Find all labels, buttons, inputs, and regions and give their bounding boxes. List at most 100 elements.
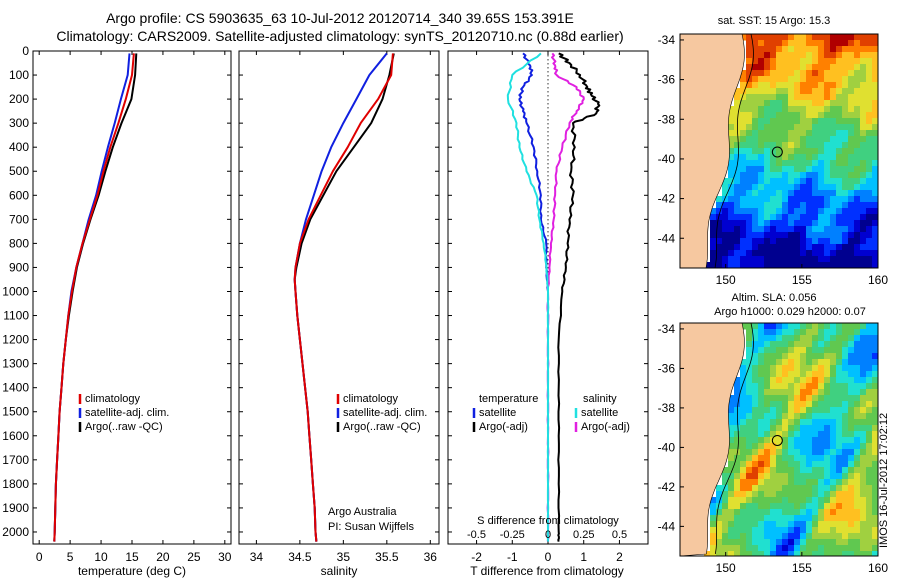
field-cell <box>818 226 825 233</box>
field-cell <box>770 202 777 209</box>
field-cell <box>854 250 861 257</box>
field-cell <box>734 503 741 510</box>
lon-tick-label: 160 <box>868 273 888 287</box>
field-cell <box>806 52 813 59</box>
field-cell <box>806 419 813 426</box>
field-cell <box>752 142 759 149</box>
field-cell <box>812 521 819 528</box>
field-cell <box>752 232 759 239</box>
field-cell <box>854 130 861 137</box>
field-cell <box>848 214 855 221</box>
field-cell <box>830 154 837 161</box>
field-cell <box>872 545 879 552</box>
field-cell <box>806 323 813 330</box>
field-cell <box>782 202 789 209</box>
field-cell <box>788 365 795 372</box>
field-cell <box>794 383 801 390</box>
field-cell <box>830 419 837 426</box>
field-cell <box>854 455 861 462</box>
field-cell <box>812 58 819 65</box>
field-cell <box>812 244 819 251</box>
field-cell <box>788 124 795 131</box>
field-cell <box>812 329 819 336</box>
field-cell <box>764 425 771 432</box>
field-cell <box>824 220 831 227</box>
field-cell <box>854 467 861 474</box>
field-cell <box>848 238 855 245</box>
field-cell <box>854 437 861 444</box>
field-cell <box>782 94 789 101</box>
field-cell <box>860 34 867 41</box>
field-cell <box>836 106 843 113</box>
field-cell <box>806 184 813 191</box>
field-cell <box>806 353 813 360</box>
field-cell <box>800 232 807 239</box>
field-cell <box>836 395 843 402</box>
field-cell <box>794 238 801 245</box>
field-cell <box>866 353 873 360</box>
field-cell <box>830 383 837 390</box>
field-cell <box>842 130 849 137</box>
salinity-xlabel: salinity <box>321 564 358 578</box>
field-cell <box>776 262 783 269</box>
field-cell <box>728 491 735 498</box>
field-cell <box>794 371 801 378</box>
field-cell <box>830 178 837 185</box>
field-cell <box>836 244 843 251</box>
field-cell <box>734 196 741 203</box>
legend-label: climatology <box>85 393 141 405</box>
field-cell <box>710 226 717 233</box>
field-cell <box>848 443 855 450</box>
field-cell <box>752 94 759 101</box>
field-cell <box>818 521 825 528</box>
field-cell <box>860 190 867 197</box>
field-cell <box>770 52 777 59</box>
field-cell <box>752 407 759 414</box>
field-cell <box>770 359 777 366</box>
field-cell <box>794 335 801 342</box>
field-cell <box>728 431 735 438</box>
field-cell <box>848 76 855 83</box>
field-cell <box>794 82 801 89</box>
field-cell <box>782 118 789 125</box>
field-cell <box>872 479 879 486</box>
field-cell <box>824 461 831 468</box>
field-cell <box>854 136 861 143</box>
field-cell <box>824 184 831 191</box>
field-cell <box>770 377 777 384</box>
field-cell <box>854 160 861 167</box>
field-cell <box>776 329 783 336</box>
field-cell <box>830 250 837 257</box>
field-cell <box>836 52 843 59</box>
field-cell <box>734 425 741 432</box>
field-cell <box>854 359 861 366</box>
field-cell <box>824 485 831 492</box>
field-cell <box>824 323 831 330</box>
field-cell <box>860 371 867 378</box>
field-cell <box>770 226 777 233</box>
field-cell <box>728 407 735 414</box>
field-cell <box>806 383 813 390</box>
x-tick-label: 20 <box>156 550 170 564</box>
field-cell <box>818 467 825 474</box>
field-cell <box>752 491 759 498</box>
field-cell <box>758 389 765 396</box>
field-cell <box>800 208 807 215</box>
field-cell <box>860 473 867 480</box>
field-cell <box>734 148 741 155</box>
salinity-series <box>293 52 395 542</box>
field-cell <box>800 539 807 546</box>
field-cell <box>788 479 795 486</box>
field-cell <box>782 172 789 179</box>
field-cell <box>800 100 807 107</box>
field-cell <box>776 148 783 155</box>
field-cell <box>830 347 837 354</box>
field-cell <box>776 479 783 486</box>
field-cell <box>728 479 735 486</box>
field-cell <box>824 407 831 414</box>
field-cell <box>848 82 855 89</box>
field-cell <box>782 256 789 263</box>
field-cell <box>824 202 831 209</box>
field-cell <box>848 184 855 191</box>
field-cell <box>794 214 801 221</box>
